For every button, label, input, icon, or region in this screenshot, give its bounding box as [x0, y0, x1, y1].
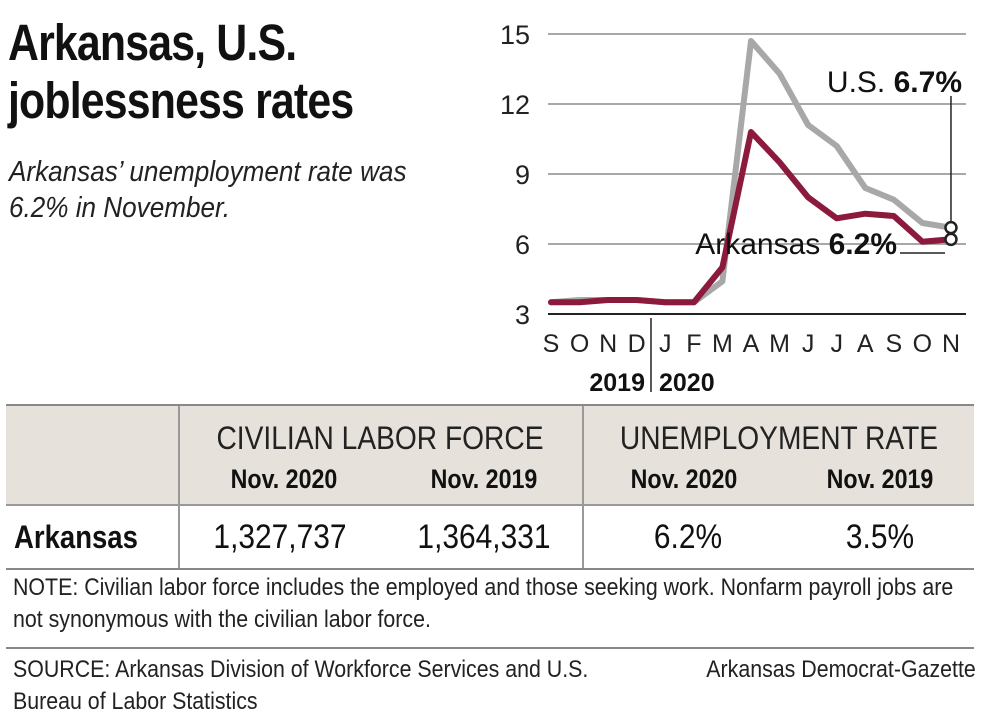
chart-title: Arkansas, U.S. joblessness rates [8, 14, 354, 129]
us-endpoint-marker [944, 220, 958, 235]
table-header-divider [6, 504, 974, 506]
sub-header-labor-nov-2019: Nov. 2019 [430, 464, 538, 494]
sub-header-rate-nov-2020: Nov. 2020 [630, 464, 738, 494]
x-tick-label: J [802, 330, 815, 358]
y-axis-ticks: 3 6 9 12 15 [500, 20, 530, 330]
y-tick-label: 9 [515, 160, 530, 190]
x-tick-label: S [885, 330, 902, 358]
table-cell-rate-nov-2019: 3.5% [845, 518, 915, 556]
arkansas-end-label: Arkansas 6.2% [695, 228, 897, 261]
footer-divider [6, 647, 974, 649]
x-tick-label: O [913, 330, 932, 358]
group-header-unemployment-rate: UNEMPLOYMENT RATE [619, 420, 939, 456]
x-tick-label: N [942, 330, 960, 358]
table-header-background [6, 406, 974, 504]
x-tick-label: J [830, 330, 843, 358]
chart-subtitle: Arkansas’ unemployment rate was 6.2% in … [9, 156, 407, 224]
group-header-labor-force: CIVILIAN LABOR FORCE [216, 420, 544, 456]
sub-header-rate-nov-2019: Nov. 2019 [826, 464, 934, 494]
table-column-divider [582, 406, 584, 568]
x-tick-label: F [686, 330, 701, 358]
y-tick-label: 15 [500, 20, 530, 50]
y-tick-label: 12 [500, 90, 530, 120]
credit-text: Arkansas Democrat-Gazette [706, 656, 976, 683]
arkansas-endpoint-marker [944, 232, 958, 247]
sub-header-labor-nov-2020: Nov. 2020 [230, 464, 338, 494]
x-tick-label: A [857, 330, 874, 358]
note-text: NOTE: Civilian labor force includes the … [13, 574, 954, 633]
table-cell-labor-nov-2019: 1,364,331 [417, 518, 551, 556]
year-label: 2020 [659, 369, 715, 397]
x-tick-label: O [570, 330, 589, 358]
y-tick-label: 3 [515, 300, 530, 330]
us-end-label: U.S. 6.7% [827, 66, 962, 99]
table-cell-rate-nov-2020: 6.2% [653, 518, 723, 556]
x-tick-label: M [712, 330, 733, 358]
gridlines [548, 33, 966, 315]
y-tick-label: 6 [515, 230, 530, 260]
labor-force-table: CIVILIAN LABOR FORCE UNEMPLOYMENT RATE N… [6, 404, 974, 570]
table-column-divider [178, 406, 180, 568]
table-row-label: Arkansas [14, 519, 138, 555]
x-tick-label: M [769, 330, 790, 358]
x-tick-label: N [599, 330, 617, 358]
source-text: SOURCE: Arkansas Division of Workforce S… [13, 656, 589, 715]
year-label: 2019 [589, 369, 645, 397]
x-tick-label: J [659, 330, 672, 358]
x-tick-label: A [743, 330, 760, 358]
x-tick-label: S [543, 330, 560, 358]
table-cell-labor-nov-2020: 1,327,737 [213, 518, 347, 556]
series-line-arkansas [548, 129, 954, 306]
series-lines [548, 38, 954, 306]
series-labels: U.S. 6.7% Arkansas 6.2% [695, 66, 962, 261]
x-tick-label: D [628, 330, 646, 358]
